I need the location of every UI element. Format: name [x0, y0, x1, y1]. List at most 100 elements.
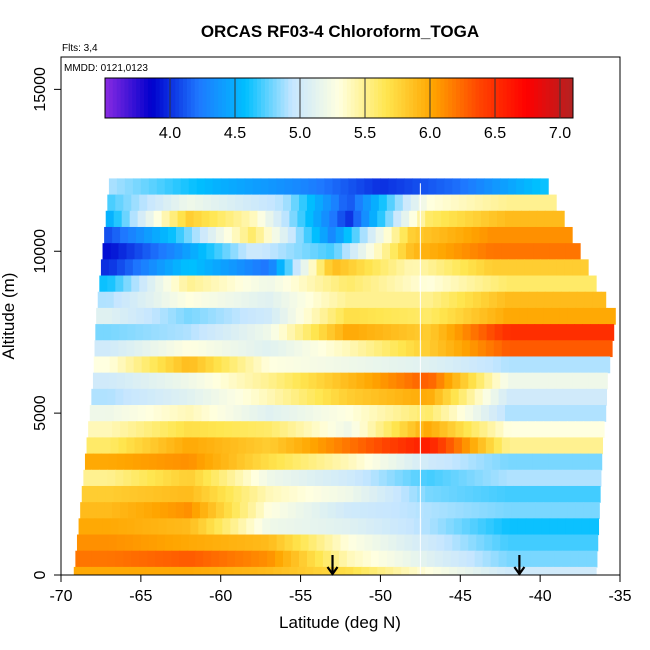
heatmap-cell	[511, 421, 520, 439]
heatmap-cell	[96, 307, 105, 325]
heatmap-cell	[326, 518, 335, 536]
heatmap-cell	[428, 534, 437, 552]
colorbar-swatch	[370, 78, 375, 118]
heatmap-cell	[255, 502, 265, 519]
heatmap-cell	[502, 324, 512, 341]
heatmap-cell	[254, 518, 263, 536]
heatmap-cell	[540, 453, 549, 471]
heatmap-cell	[182, 518, 191, 536]
heatmap-cell	[508, 372, 517, 390]
heatmap-cell	[474, 275, 484, 293]
heatmap-cell	[236, 534, 246, 552]
heatmap-cell	[390, 243, 399, 260]
heatmap-cell	[222, 340, 231, 358]
heatmap-cell	[166, 243, 175, 260]
heatmap-cell	[148, 453, 158, 471]
heatmap-cell	[255, 324, 264, 341]
heatmap-cell	[546, 469, 556, 487]
heatmap-cell	[231, 307, 241, 325]
heatmap-cell	[156, 453, 166, 471]
heatmap-cell	[96, 502, 105, 519]
heatmap-cell	[444, 534, 453, 552]
heatmap-cell	[551, 421, 560, 439]
heatmap-cell	[457, 210, 466, 228]
heatmap-cell	[207, 324, 216, 341]
colorbar-swatch	[541, 78, 547, 118]
heatmap-cell	[252, 372, 262, 390]
heatmap-cell	[362, 469, 372, 487]
heatmap-cell	[131, 388, 140, 406]
heatmap-cell	[268, 534, 278, 552]
colorbar-swatch	[303, 78, 309, 118]
heatmap-cell	[270, 437, 279, 455]
heatmap-cell	[519, 421, 528, 439]
heatmap-cell	[89, 405, 99, 422]
heatmap-cell	[461, 340, 471, 358]
heatmap-cell	[437, 518, 447, 536]
heatmap-cell	[171, 275, 180, 293]
heatmap-cell	[527, 502, 536, 519]
heatmap-cell	[534, 324, 544, 341]
heatmap-cell	[335, 421, 345, 439]
heatmap-cell	[244, 534, 254, 552]
heatmap-cell	[172, 372, 182, 390]
heatmap-cell	[478, 324, 488, 341]
heatmap-cell	[348, 259, 358, 277]
heatmap-cell	[599, 307, 608, 325]
heatmap-cell	[525, 340, 535, 358]
heatmap-cell	[533, 243, 543, 260]
heatmap-cell	[544, 210, 554, 228]
heatmap-cell	[126, 437, 136, 455]
flight-markers	[326, 555, 526, 576]
heatmap-cell	[228, 372, 238, 390]
heatmap-cell	[160, 502, 169, 519]
heatmap-cell	[177, 291, 187, 309]
heatmap-cell	[442, 469, 452, 487]
heatmap-cell	[522, 469, 532, 487]
heatmap-cell	[562, 388, 572, 406]
heatmap-cell	[479, 226, 489, 244]
heatmap-cell	[594, 469, 602, 487]
colorbar-swatch	[561, 78, 566, 118]
heatmap-cell	[204, 534, 214, 552]
heatmap-cell	[244, 178, 254, 196]
heatmap-cell	[454, 324, 464, 341]
heatmap-cell	[321, 485, 330, 503]
heatmap-cell	[243, 194, 252, 212]
heatmap-cell	[287, 307, 297, 325]
heatmap-cell	[188, 453, 198, 471]
heatmap-cell	[449, 405, 458, 422]
heatmap-cell	[524, 356, 534, 374]
heatmap-cell	[350, 340, 359, 358]
heatmap-cell	[83, 550, 92, 568]
heatmap-cell	[188, 178, 198, 196]
heatmap-cell	[409, 291, 418, 309]
colorbar-swatch	[210, 78, 215, 118]
heatmap-cell	[566, 324, 576, 341]
heatmap-cell	[592, 485, 601, 503]
heatmap-cell	[449, 566, 458, 575]
heatmap-cell	[374, 518, 383, 536]
heatmap-cell	[147, 550, 156, 568]
heatmap-cell	[294, 243, 303, 260]
heatmap-cell	[171, 388, 180, 406]
heatmap-cell	[374, 243, 383, 260]
heatmap-cell	[412, 259, 421, 277]
heatmap-cell	[140, 259, 150, 277]
heatmap-cell	[570, 550, 580, 568]
heatmap-cell	[206, 340, 215, 358]
heatmap-cell	[524, 453, 533, 471]
heatmap-cell	[406, 324, 416, 341]
heatmap-cell	[460, 453, 469, 471]
heatmap-cell	[124, 259, 134, 277]
colorbar-swatch	[475, 78, 480, 118]
heatmap-cell	[182, 243, 191, 260]
heatmap-cell	[306, 194, 316, 212]
colorbar-swatch	[471, 78, 476, 118]
heatmap-cell	[520, 566, 530, 575]
heatmap-cell	[131, 469, 140, 487]
colorbar-swatch	[510, 78, 515, 118]
colorbar-swatch	[151, 78, 157, 118]
heatmap-cell	[520, 485, 530, 503]
heatmap-cell	[434, 469, 444, 487]
